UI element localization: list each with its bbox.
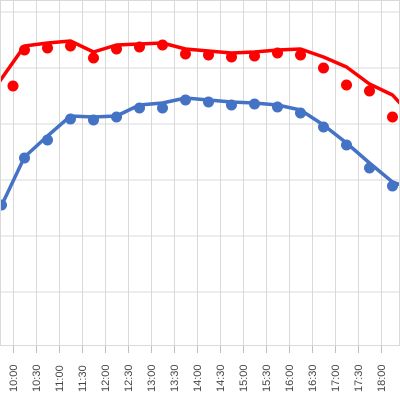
x-tick-label-1: 10:30	[31, 364, 43, 392]
series-0-point-8	[180, 48, 191, 60]
series-0-point-5	[111, 43, 122, 55]
series-0-point-16	[364, 85, 375, 97]
series-0-point-12	[272, 47, 283, 59]
x-tick-label-5: 12:30	[123, 364, 135, 392]
series-0-point-14	[318, 62, 329, 74]
series-0-point-3	[65, 40, 76, 52]
x-tick-label-4: 12:00	[100, 364, 112, 392]
series-0-point-4	[88, 52, 99, 64]
series-0-point-2	[42, 42, 53, 54]
series-0-point-9	[203, 49, 214, 61]
series-0-point-15	[341, 79, 352, 91]
series-1-point-9	[203, 96, 214, 108]
x-tick-label-12: 16:00	[284, 364, 296, 392]
x-tick-label-11: 15:30	[261, 364, 273, 392]
series-0-point-10	[226, 51, 237, 63]
series-1-point-15	[341, 139, 352, 151]
series-1-point-5	[111, 111, 122, 123]
x-tick-label-13: 16:30	[307, 364, 319, 392]
series-0-point-17	[387, 111, 398, 123]
plot-border	[0, 0, 400, 346]
series-1-point-11	[249, 98, 260, 110]
x-tick-label-14: 17:00	[330, 364, 342, 392]
series-1-point-16	[364, 162, 375, 174]
x-tick-label-7: 13:30	[169, 364, 181, 392]
series-0-point-0	[7, 80, 19, 92]
series-1-point-2	[42, 134, 53, 146]
series-1-point-1	[19, 152, 30, 164]
series-1-point-17	[387, 180, 398, 192]
series-0-point-1	[19, 44, 30, 56]
x-tick-label-10: 15:00	[238, 364, 250, 392]
series-0-point-11	[249, 50, 260, 62]
series-1-point-4	[88, 114, 99, 126]
series-1-point-13	[295, 107, 306, 119]
series-0-point-6	[134, 41, 145, 53]
x-tick-label-2: 11:00	[54, 365, 66, 392]
x-tick-label-0: 10:00	[8, 364, 20, 392]
series-1-point-7	[157, 102, 168, 114]
series-1-point-12	[272, 101, 283, 113]
x-tick-label-15: 17:30	[353, 364, 365, 392]
x-tick-label-6: 13:00	[146, 364, 158, 392]
series-0-point-7	[157, 39, 168, 51]
series-1-point-6	[134, 102, 145, 114]
series-1-point-8	[180, 94, 191, 106]
series-1-point-14	[318, 121, 329, 133]
series-1-point-10	[226, 99, 237, 111]
x-tick-label-16: 18:00	[376, 364, 388, 392]
x-tick-label-3: 11:30	[77, 365, 89, 392]
series-1-point-3	[65, 113, 76, 125]
x-tick-label-8: 14:00	[192, 364, 204, 392]
x-tick-label-9: 14:30	[215, 364, 227, 392]
series-0-point-13	[295, 49, 306, 61]
series-1-point-0	[0, 199, 7, 211]
